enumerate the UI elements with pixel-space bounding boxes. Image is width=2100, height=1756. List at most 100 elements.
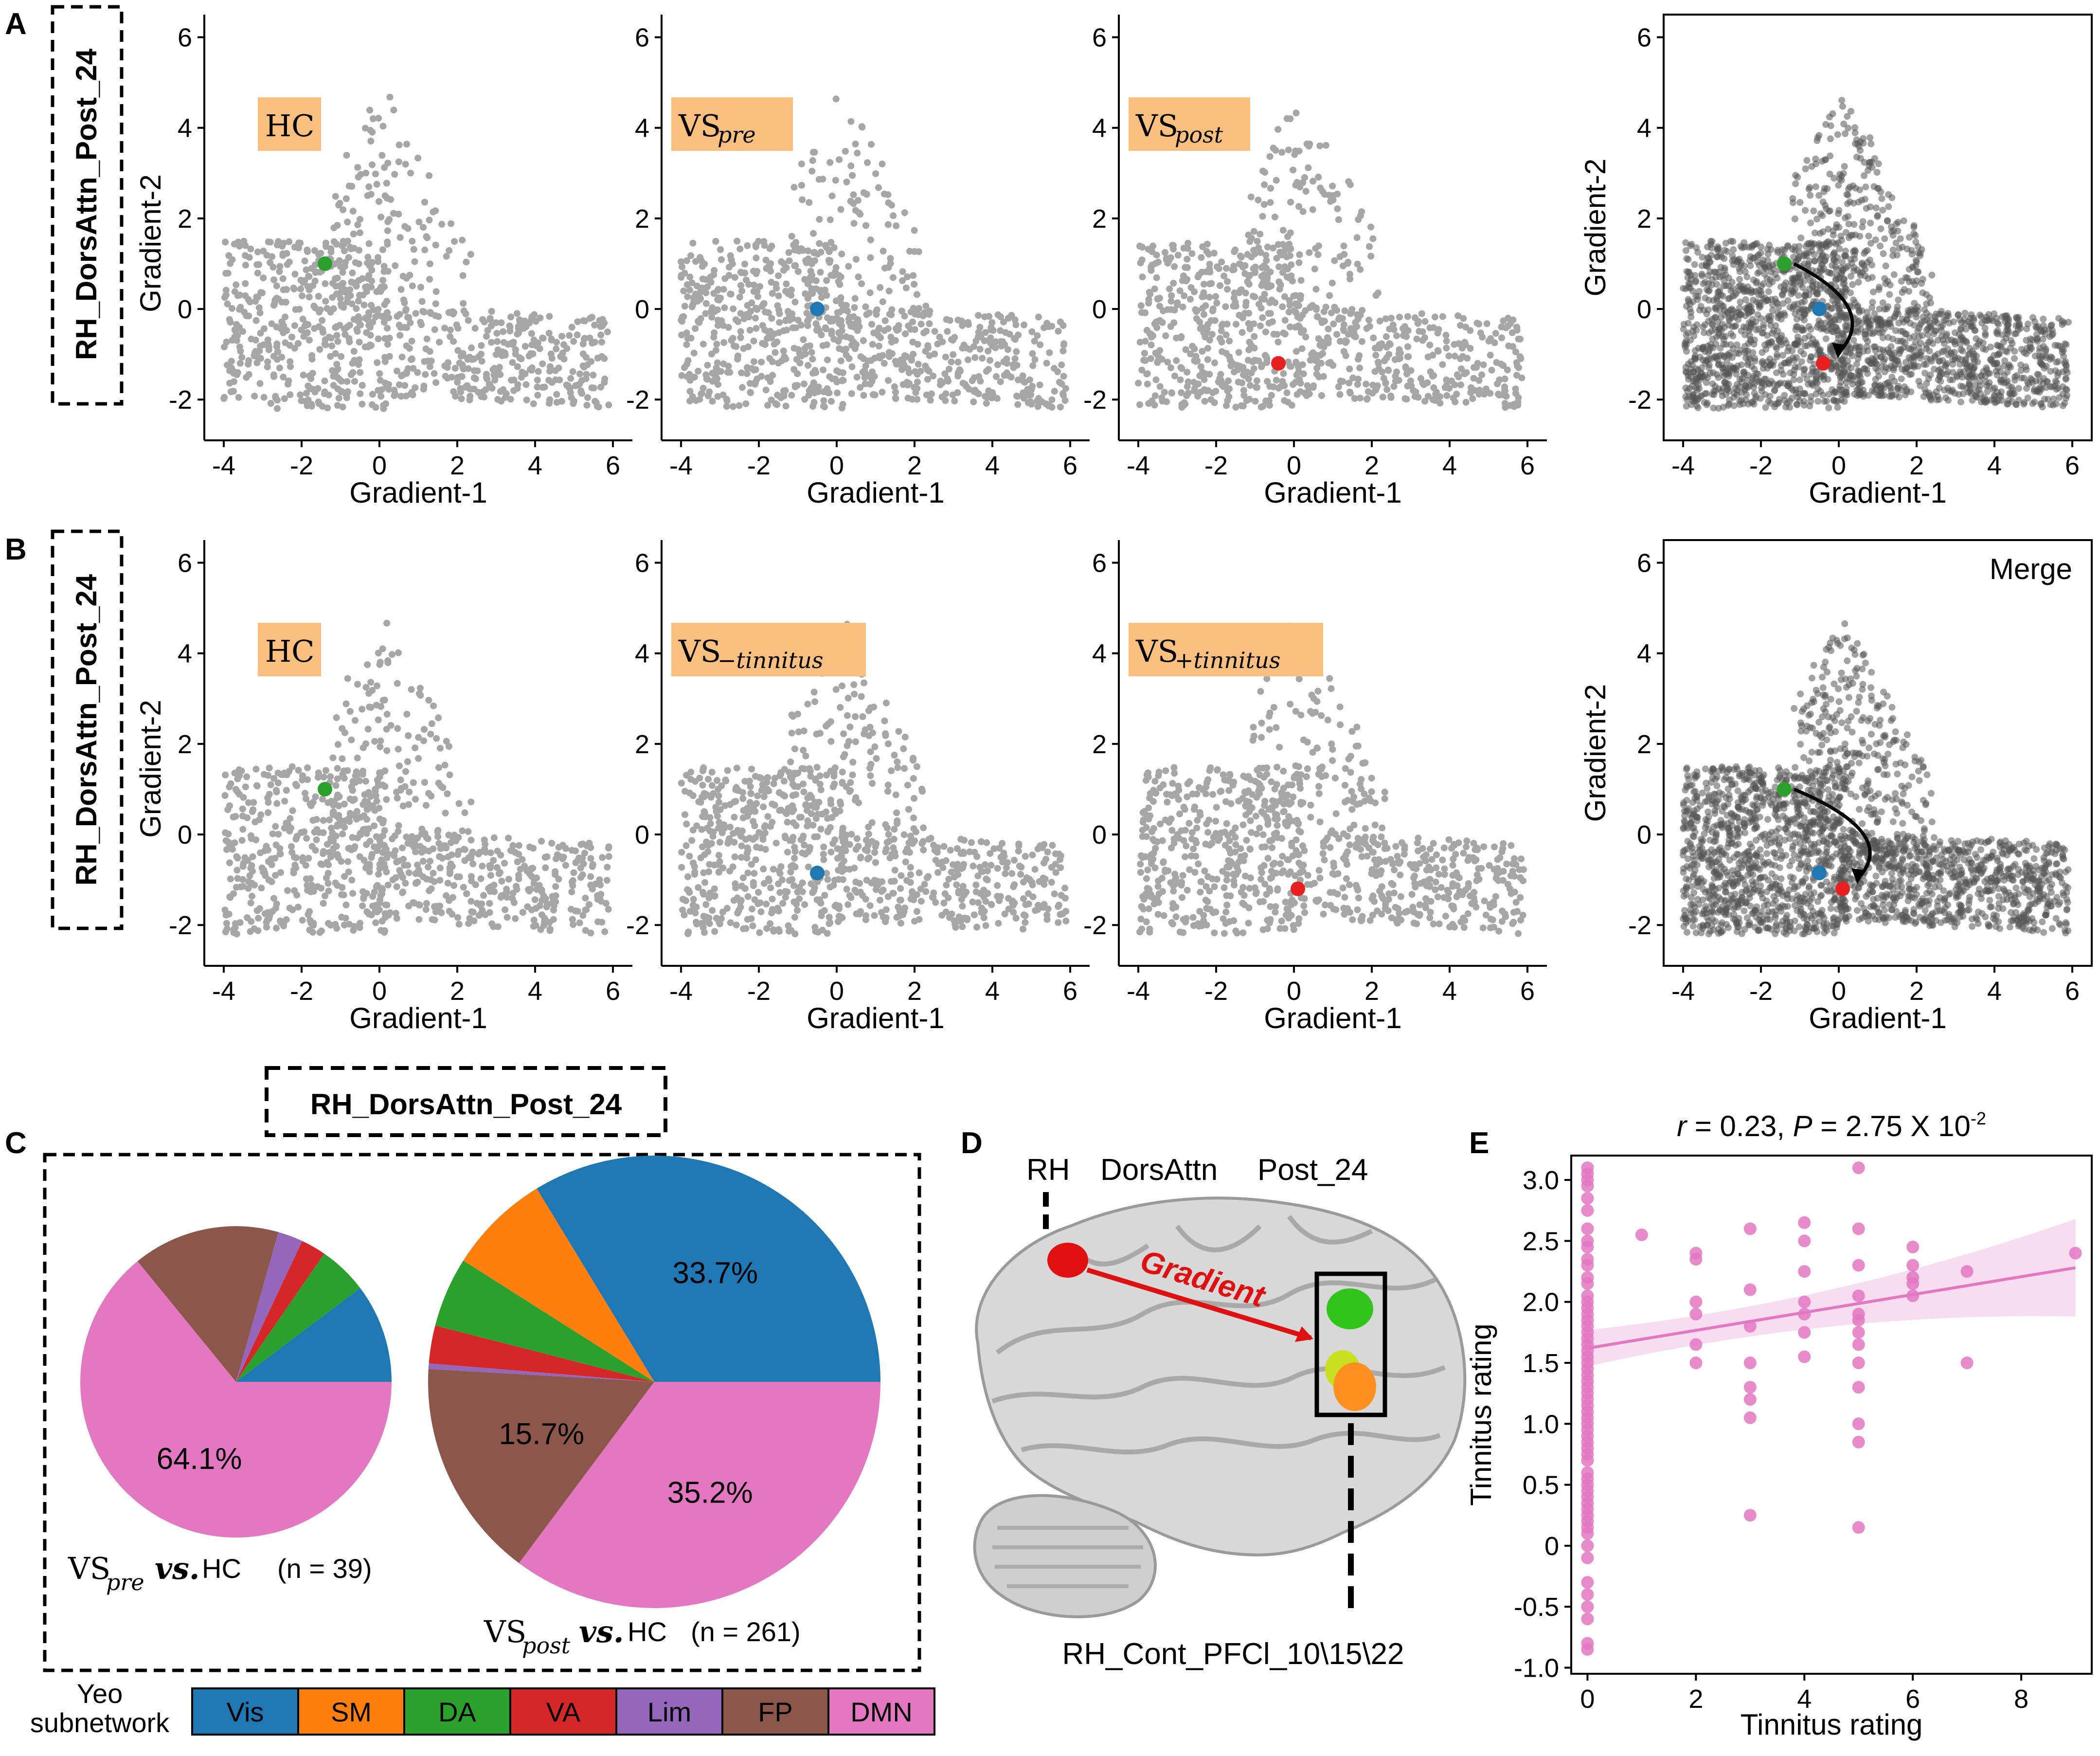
cloud-point — [696, 396, 703, 403]
cloud-point — [1815, 317, 1823, 325]
x-tick-label: 6 — [1520, 451, 1535, 480]
cloud-point — [769, 358, 776, 365]
cloud-point — [1154, 359, 1161, 366]
cloud-point — [231, 240, 238, 248]
cloud-point — [1238, 253, 1245, 261]
cloud-point — [1814, 345, 1822, 353]
cloud-point — [1838, 177, 1845, 184]
cloud-point — [684, 357, 692, 364]
cloud-point — [1936, 396, 1943, 403]
cloud-point — [1774, 353, 1781, 361]
cloud-point — [862, 222, 869, 229]
cloud-point — [1442, 331, 1450, 339]
cloud-point — [1403, 333, 1410, 340]
cloud-point — [479, 316, 486, 323]
cloud-point — [1223, 321, 1231, 327]
cloud-point — [539, 384, 546, 391]
cloud-point — [1800, 371, 1808, 378]
cloud-point — [959, 344, 966, 352]
cloud-point — [1292, 300, 1299, 308]
cloud-point — [601, 375, 609, 382]
cloud-point — [1206, 293, 1213, 301]
cloud-point — [879, 298, 886, 306]
cloud-point — [367, 331, 374, 339]
cloud-point — [321, 377, 328, 384]
cloud-point — [1899, 328, 1906, 335]
cloud-point — [1789, 246, 1796, 253]
cloud-point — [1015, 376, 1022, 383]
cloud-point — [1732, 364, 1739, 372]
cloud-point — [989, 389, 996, 396]
cloud-point — [1151, 392, 1159, 399]
cloud-point — [1879, 206, 1886, 214]
cloud-point — [837, 206, 844, 213]
cloud-point — [1923, 310, 1930, 317]
cloud-point — [2061, 399, 2068, 407]
cloud-point — [1136, 401, 1143, 408]
cloud-point — [354, 221, 361, 228]
cloud-point — [1450, 394, 1457, 401]
cloud-point — [1279, 303, 1286, 310]
cloud-point — [1748, 289, 1755, 296]
cloud-point — [737, 334, 744, 341]
cloud-point — [1342, 339, 1349, 346]
cloud-point — [854, 327, 861, 334]
cloud-point — [1304, 382, 1311, 389]
cloud-point — [1923, 317, 1931, 324]
cloud-point — [514, 363, 521, 370]
cloud-point — [521, 343, 529, 350]
panel-a-roi-label: RH_DorsAttn_Post_24 — [70, 48, 103, 360]
cloud-point — [1809, 335, 1816, 343]
cloud-point — [597, 383, 604, 391]
cloud-point — [771, 341, 778, 348]
cloud-point — [226, 316, 233, 323]
cloud-point — [1208, 280, 1215, 287]
cloud-point — [725, 272, 733, 279]
cloud-point — [377, 393, 385, 400]
cloud-point — [680, 287, 687, 294]
cloud-point — [773, 285, 780, 292]
cloud-point — [1804, 342, 1811, 349]
cloud-point — [1296, 292, 1304, 299]
cloud-point — [1315, 174, 1322, 181]
cloud-point — [350, 348, 358, 355]
cloud-point — [1137, 302, 1145, 309]
cloud-point — [1353, 234, 1361, 241]
cloud-point — [1854, 328, 1862, 336]
y-tick-label: -2 — [1083, 385, 1107, 415]
cloud-point — [1830, 397, 1837, 403]
cloud-point — [1498, 323, 1505, 330]
cloud-point — [2049, 401, 2057, 409]
cloud-point — [1363, 380, 1370, 388]
cloud-point — [1791, 341, 1798, 347]
cloud-point — [356, 339, 363, 346]
cloud-point — [1821, 398, 1828, 405]
cloud-point — [579, 340, 587, 347]
cloud-point — [1314, 358, 1321, 365]
cloud-point — [1856, 233, 1864, 240]
cloud-point — [1515, 394, 1522, 401]
cloud-point — [1994, 351, 2001, 359]
cloud-point — [1838, 97, 1846, 104]
cloud-point — [1849, 281, 1856, 288]
cloud-point — [367, 138, 375, 145]
cloud-point — [928, 390, 935, 398]
cloud-point — [1966, 387, 1974, 395]
cloud-point — [1238, 329, 1246, 336]
cloud-point — [1320, 341, 1327, 348]
cloud-point — [479, 388, 486, 396]
cloud-point — [1984, 388, 1991, 395]
cloud-point — [390, 107, 397, 114]
cloud-point — [1325, 326, 1332, 333]
cloud-point — [1372, 344, 1379, 352]
cloud-point — [986, 313, 993, 320]
cloud-point — [1921, 369, 1928, 377]
cloud-point — [254, 270, 261, 277]
cloud-point — [1419, 337, 1426, 344]
cloud-point — [383, 180, 390, 187]
cloud-point — [1008, 312, 1015, 319]
cloud-point — [448, 220, 455, 227]
cloud-point — [1926, 294, 1933, 301]
cloud-point — [1769, 278, 1776, 286]
cloud-point — [347, 292, 354, 299]
